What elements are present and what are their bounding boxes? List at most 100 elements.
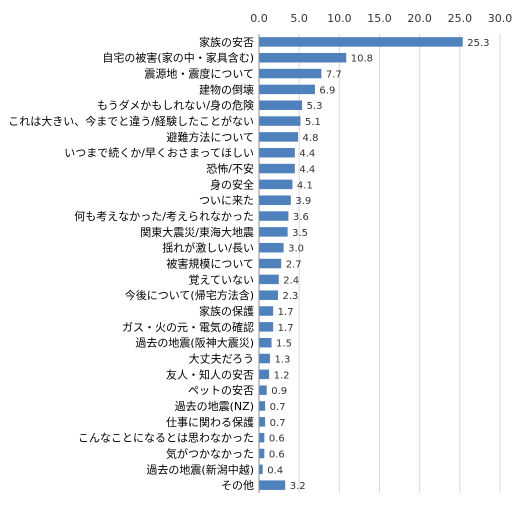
value-label: 2.3 <box>282 291 298 302</box>
bar <box>259 369 270 380</box>
x-tick-labels: 0.0 5.0 10.0 15.0 20.0 25.0 30.0 <box>250 12 512 25</box>
grid-lines <box>298 34 501 494</box>
bar <box>259 163 295 174</box>
category-label: 今後について(帰宅方法含) <box>125 288 254 302</box>
bar <box>259 227 288 237</box>
value-label: 3.0 <box>288 244 304 255</box>
category-label: 震源地・震度について <box>144 67 254 81</box>
bars <box>259 37 463 490</box>
value-label: 6.9 <box>319 85 335 96</box>
bar <box>259 258 282 269</box>
category-label: 過去の地震(新潟中越) <box>146 462 254 476</box>
bar <box>259 417 266 427</box>
category-label: 身の安全 <box>210 177 254 191</box>
category-label: 過去の地震(阪神大震災) <box>135 336 254 350</box>
value-label: 10.8 <box>351 54 373 65</box>
value-label: 25.3 <box>467 38 489 49</box>
category-label: 友人・知人の安否 <box>166 367 254 381</box>
category-label: ガス・火の元・電気の確認 <box>122 320 254 334</box>
value-label: 3.2 <box>290 481 306 492</box>
bar <box>259 179 293 190</box>
value-label: 7.7 <box>326 70 342 81</box>
bar <box>259 84 315 95</box>
bar <box>259 464 263 475</box>
category-label: 過去の地震(NZ) <box>175 400 254 413</box>
bar <box>259 385 267 395</box>
category-label: 自宅の被害(家の中・家具含む) <box>102 51 254 65</box>
value-label: 1.7 <box>278 323 294 334</box>
value-label: 0.9 <box>271 386 287 397</box>
value-label: 5.1 <box>305 117 321 128</box>
value-label: 1.3 <box>274 355 290 366</box>
value-label: 5.3 <box>307 101 323 112</box>
bar <box>259 448 265 459</box>
value-label: 1.7 <box>278 307 294 318</box>
category-label: もうダメかもしれない/身の危険 <box>97 98 254 112</box>
value-label: 4.8 <box>303 133 319 144</box>
value-label: 0.7 <box>270 402 286 413</box>
bar <box>259 68 322 79</box>
value-label: 4.4 <box>299 165 315 176</box>
category-label: 家族の安否 <box>199 35 254 49</box>
bar <box>259 116 301 126</box>
category-label: いつまで続くか/早くおさまってほしい <box>64 146 254 160</box>
value-label: 3.5 <box>292 228 308 239</box>
category-label: ペットの安否 <box>188 383 254 397</box>
bar <box>259 100 303 110</box>
value-label: 0.6 <box>269 434 285 445</box>
bar <box>259 132 299 142</box>
value-label: 3.9 <box>295 196 311 207</box>
bar <box>259 432 265 443</box>
value-label: 1.2 <box>274 370 290 381</box>
category-label: 覚えていない <box>189 273 254 286</box>
category-label: 何も考えなかった/考えられなかった <box>74 210 254 223</box>
bar <box>259 306 274 316</box>
value-label: 0.4 <box>267 465 283 476</box>
category-label: 関東大震災/東海大地震 <box>140 225 254 239</box>
bar <box>259 274 279 285</box>
bar <box>259 147 295 158</box>
value-label: 4.1 <box>297 180 313 191</box>
x-tick-label: 0.0 <box>250 12 268 25</box>
value-label: 2.4 <box>283 275 299 286</box>
bar <box>259 242 284 253</box>
category-label: 被害規模について <box>166 257 254 271</box>
category-label: 仕事に関わる保護 <box>166 415 254 429</box>
x-tick-label: 30.0 <box>488 12 513 25</box>
x-tick-label: 15.0 <box>367 12 392 25</box>
value-label: 0.6 <box>269 449 285 460</box>
category-label: 恐怖/不安 <box>206 162 254 176</box>
bar <box>259 37 463 47</box>
bar <box>259 195 291 205</box>
category-label: これは大きい、今までと違う/経験したことがない <box>8 114 254 128</box>
bar <box>259 211 289 221</box>
value-label: 0.7 <box>270 418 286 429</box>
bar <box>259 337 272 348</box>
category-label: 家族の保護 <box>199 304 254 318</box>
x-tick-label: 5.0 <box>290 12 308 25</box>
value-label: 1.5 <box>276 339 292 350</box>
bar <box>259 353 270 364</box>
category-label: 建物の倒壊 <box>199 82 254 96</box>
category-label: 気がつかなかった <box>166 446 254 460</box>
bar <box>259 401 266 411</box>
x-tick-label: 10.0 <box>327 12 352 25</box>
category-label: 避難方法について <box>166 130 254 144</box>
bar <box>259 52 347 63</box>
bar <box>259 480 286 490</box>
category-label: 揺れが激しい/長い <box>162 241 254 255</box>
category-label: こんなことになるとは思わなかった <box>78 432 254 445</box>
x-tick-label: 25.0 <box>448 12 473 25</box>
bar <box>259 322 274 332</box>
value-labels: 25.3 10.8 7.7 6.9 5.3 5.1 4.8 4.4 4.4 4.1 3.9 3.6 3.… <box>267 38 489 492</box>
category-label: ついに来た <box>199 194 254 207</box>
category-label: その他 <box>221 479 254 492</box>
value-label: 3.6 <box>293 212 309 223</box>
value-label: 4.4 <box>299 149 315 160</box>
category-label: 大丈夫だろう <box>189 352 254 366</box>
x-tick-label: 20.0 <box>407 12 432 25</box>
value-label: 2.7 <box>286 260 302 271</box>
bar <box>259 290 278 300</box>
